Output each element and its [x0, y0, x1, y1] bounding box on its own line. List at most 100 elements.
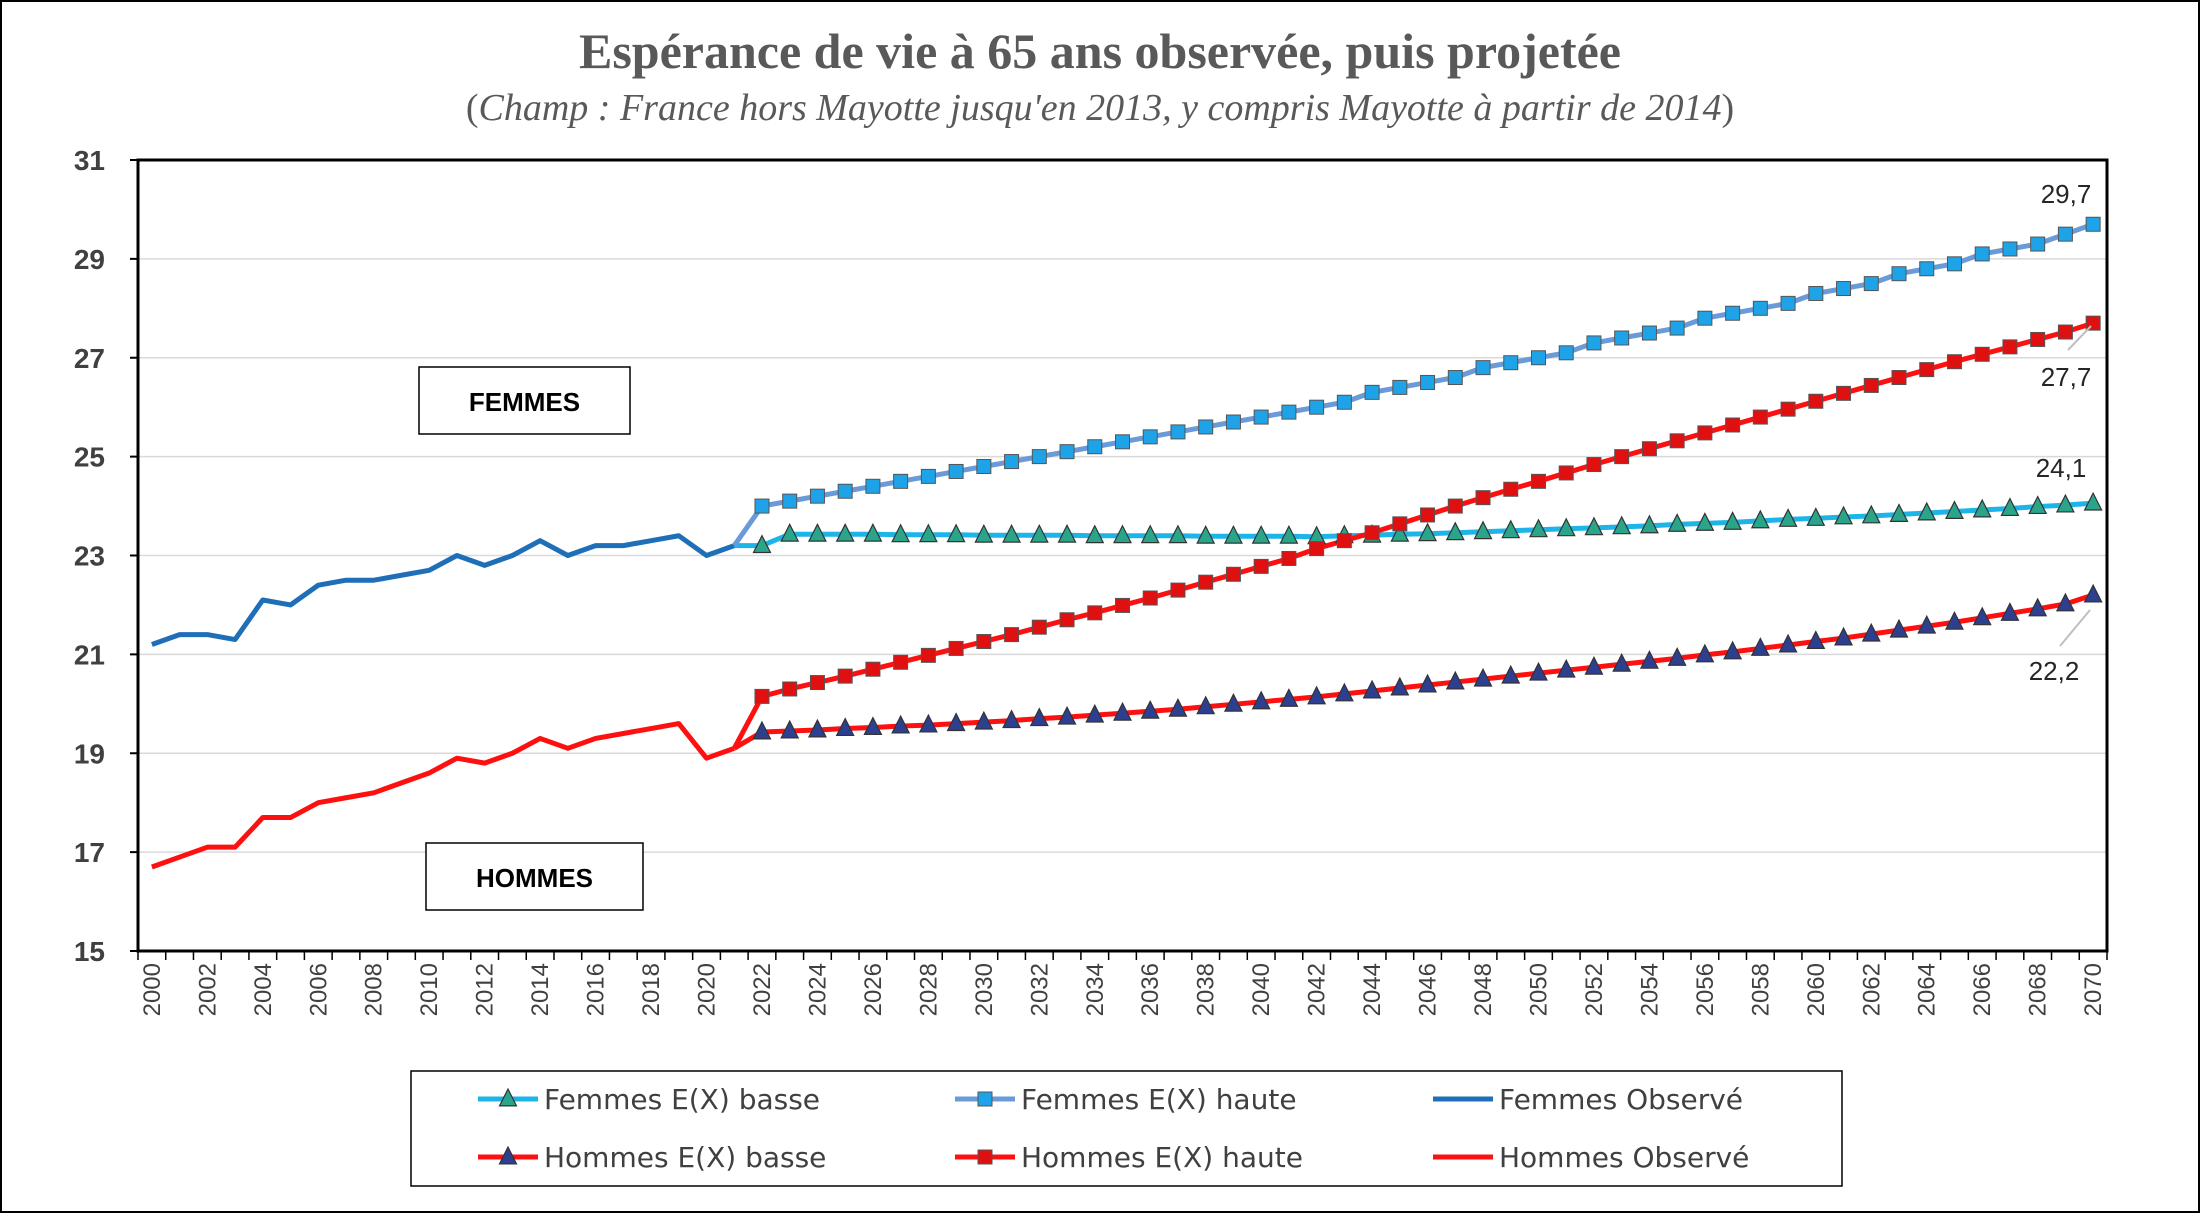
series-line-hommes-e-x-basse — [732, 592, 2094, 751]
data-point-hommes-e-x-haute — [1780, 401, 1796, 417]
x-tick-label: 2038 — [1193, 963, 1220, 1016]
chart-subtitle: (Champ : France hors Mayotte jusqu'en 20… — [465, 87, 1735, 129]
data-point-femmes-e-x-basse — [1695, 512, 1715, 531]
data-point-hommes-e-x-haute — [1225, 566, 1241, 582]
end-label-leader-hommes-basse — [2059, 609, 2091, 647]
data-point-femmes-e-x-basse — [1861, 504, 1881, 524]
data-point-hommes-e-x-haute — [1115, 597, 1130, 613]
x-tick-label: 2054 — [1636, 963, 1663, 1016]
data-point-hommes-e-x-basse — [2055, 592, 2075, 612]
legend-frame — [410, 1070, 1843, 1187]
data-point-hommes-e-x-basse — [1223, 693, 1243, 712]
data-point-hommes-e-x-haute — [782, 681, 798, 697]
data-point-hommes-e-x-basse — [752, 720, 772, 740]
data-point-femmes-e-x-haute — [1031, 449, 1047, 465]
data-point-femmes-e-x-basse — [863, 522, 883, 542]
x-tick-label: 2004 — [250, 963, 277, 1016]
data-point-hommes-e-x-haute — [1974, 346, 1990, 362]
data-point-hommes-e-x-haute — [1142, 590, 1158, 606]
data-point-hommes-e-x-haute — [1059, 612, 1075, 628]
data-point-hommes-e-x-haute — [1281, 550, 1297, 566]
data-point-femmes-e-x-haute — [809, 488, 825, 504]
legend-marker — [498, 1087, 518, 1107]
data-point-hommes-e-x-basse — [946, 712, 966, 732]
data-point-hommes-e-x-haute — [1530, 473, 1546, 489]
data-point-hommes-e-x-haute — [2057, 324, 2073, 340]
data-point-hommes-e-x-haute — [1392, 516, 1408, 532]
data-point-femmes-e-x-haute — [1225, 414, 1241, 430]
hommes-box-label: HOMMES — [476, 863, 593, 893]
end-label-hommes-haute: 27,7 — [2041, 362, 2092, 392]
data-point-femmes-e-x-haute — [920, 468, 936, 484]
y-axis-ticks: 15 17 19 21 23 25 27 29 31 — [74, 145, 138, 967]
x-axis-ticks: 2000 2002 2004 2006 2008 2010 2012 2014 2016 2018… — [137, 951, 2108, 1016]
x-tick-label: 2012 — [472, 963, 499, 1016]
data-point-hommes-e-x-basse — [1944, 610, 1964, 630]
data-point-femmes-e-x-haute — [1059, 444, 1075, 460]
data-point-hommes-e-x-haute — [2030, 331, 2046, 347]
data-point-femmes-e-x-basse — [918, 523, 938, 543]
data-point-femmes-e-x-haute — [1503, 355, 1519, 371]
data-point-femmes-e-x-haute — [1198, 419, 1214, 435]
data-point-femmes-e-x-basse — [1029, 523, 1049, 543]
data-point-femmes-e-x-haute — [754, 498, 770, 514]
data-point-femmes-e-x-haute — [2002, 241, 2018, 257]
data-point-hommes-e-x-basse — [807, 718, 827, 738]
x-tick-label: 2042 — [1304, 963, 1331, 1016]
y-tick-label: 15 — [74, 936, 105, 967]
x-tick-label: 2010 — [416, 963, 443, 1016]
x-tick-label: 2062 — [1858, 963, 1885, 1016]
data-point-femmes-e-x-basse — [752, 534, 772, 554]
data-point-hommes-e-x-haute — [1087, 605, 1103, 621]
data-point-hommes-e-x-haute — [1752, 409, 1768, 425]
legend-item-hommes-e-x-haute: Hommes E(X) haute — [955, 1141, 1303, 1174]
data-point-hommes-e-x-basse — [1834, 626, 1854, 646]
data-point-femmes-e-x-basse — [835, 522, 855, 542]
data-point-femmes-e-x-haute — [1530, 350, 1546, 366]
data-point-femmes-e-x-haute — [1752, 300, 1768, 316]
data-point-hommes-e-x-haute — [1836, 385, 1852, 401]
y-tick-label: 17 — [74, 837, 105, 868]
data-point-hommes-e-x-haute — [1946, 354, 1962, 370]
series-line-hommes-observ — [151, 721, 736, 870]
data-point-hommes-e-x-basse — [1695, 643, 1715, 663]
data-point-hommes-e-x-haute — [1725, 417, 1741, 433]
data-point-hommes-e-x-basse — [1861, 622, 1881, 642]
legend-marker — [977, 1091, 993, 1107]
data-point-hommes-e-x-haute — [1198, 574, 1214, 590]
data-point-hommes-e-x-basse — [1917, 614, 1937, 634]
data-point-femmes-e-x-basse — [2083, 491, 2103, 511]
data-point-hommes-e-x-basse — [1639, 650, 1659, 669]
data-point-femmes-e-x-haute — [1614, 330, 1630, 346]
legend-marker — [498, 1145, 518, 1165]
end-labels: 29,7 27,7 24,1 22,2 — [2029, 179, 2092, 686]
data-point-femmes-e-x-basse — [974, 523, 994, 543]
data-point-femmes-e-x-haute — [1863, 276, 1879, 292]
data-point-femmes-e-x-haute — [1836, 281, 1852, 297]
legend-label: Femmes E(X) haute — [1021, 1083, 1297, 1116]
data-point-femmes-e-x-haute — [1697, 310, 1713, 326]
data-point-femmes-e-x-basse — [1390, 522, 1410, 542]
data-point-hommes-e-x-basse — [1584, 655, 1604, 675]
data-point-femmes-e-x-basse — [2000, 497, 2020, 517]
data-point-hommes-e-x-haute — [1863, 377, 1879, 393]
hommes-box-frame — [425, 842, 644, 911]
data-point-femmes-e-x-basse — [1917, 501, 1937, 521]
data-point-hommes-e-x-basse — [1473, 667, 1493, 687]
series-lines — [151, 221, 2094, 870]
data-point-hommes-e-x-basse — [1307, 685, 1327, 705]
data-point-femmes-e-x-haute — [1364, 384, 1380, 400]
data-point-hommes-e-x-basse — [974, 710, 994, 730]
data-point-femmes-e-x-basse — [1113, 524, 1132, 544]
data-point-hommes-e-x-basse — [1140, 699, 1160, 719]
femmes-box: FEMMES — [418, 366, 631, 435]
data-point-hommes-e-x-haute — [1253, 558, 1269, 574]
x-tick-label: 2030 — [971, 963, 998, 1016]
data-point-hommes-e-x-haute — [920, 647, 936, 663]
data-point-hommes-e-x-haute — [1364, 525, 1380, 541]
data-point-femmes-e-x-haute — [1420, 374, 1436, 390]
data-point-hommes-e-x-basse — [1362, 679, 1382, 699]
data-point-hommes-e-x-haute — [1475, 490, 1491, 506]
data-point-femmes-e-x-haute — [1586, 335, 1602, 351]
data-point-femmes-e-x-haute — [1669, 320, 1685, 336]
